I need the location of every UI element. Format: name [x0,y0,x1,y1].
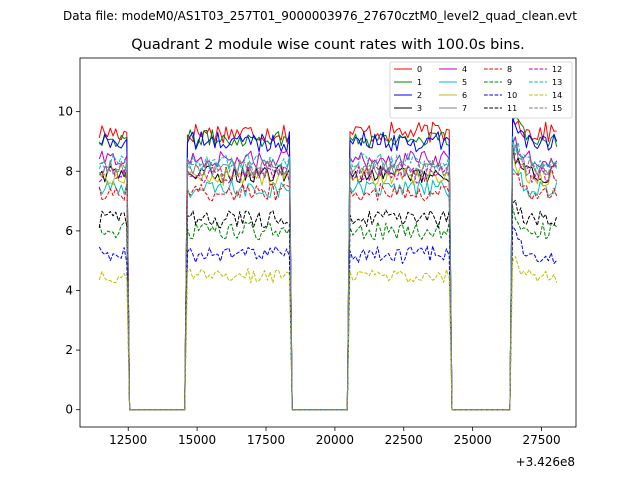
plot-frame [79,57,577,428]
x-tick-label: 22500 [385,433,423,447]
legend-label-module-9: 9 [507,78,512,87]
y-tick-label: 6 [65,224,73,238]
legend-label-module-5: 5 [462,78,467,87]
y-tick-label: 2 [65,343,73,357]
legend-label-module-0: 0 [417,65,422,74]
legend-label-module-12: 12 [552,65,562,74]
x-tick-label: 25000 [454,433,492,447]
legend-label-module-7: 7 [462,104,467,113]
legend-box [389,61,573,119]
x-tick-label: 20000 [316,433,354,447]
figure-suptitle: Data file: modeM0/AS1T03_257T01_90000039… [63,9,577,23]
legend-label-module-4: 4 [462,65,467,74]
y-axis: 0 2 4 6 8 10 [58,105,80,417]
x-tick-label: 15000 [178,433,216,447]
legend-label-module-3: 3 [417,104,422,113]
x-tick-label: 27500 [522,433,560,447]
legend-label-module-14: 14 [552,91,562,100]
legend-label-module-8: 8 [507,65,512,74]
legend-label-module-10: 10 [507,91,517,100]
legend-label-module-13: 13 [552,78,562,87]
y-tick-label: 0 [65,403,73,417]
legend-label-module-11: 11 [507,104,517,113]
x-axis: 12500 15000 17500 20000 22500 25000 27500 [109,427,561,447]
series-line-module-15 [98,149,558,411]
y-tick-label: 8 [65,164,73,178]
chart-title: Quadrant 2 module wise count rates with … [131,37,525,53]
y-tick-label: 10 [58,105,73,119]
y-tick-label: 4 [65,283,73,297]
legend-label-module-1: 1 [417,78,422,87]
x-offset-label: +3.426e8 [516,455,575,469]
x-tick-label: 12500 [109,433,147,447]
legend-label-module-2: 2 [417,91,422,100]
legend-label-module-6: 6 [462,91,467,100]
legend-label-module-15: 15 [552,104,562,113]
x-tick-label: 17500 [247,433,285,447]
series-layer [98,116,558,411]
